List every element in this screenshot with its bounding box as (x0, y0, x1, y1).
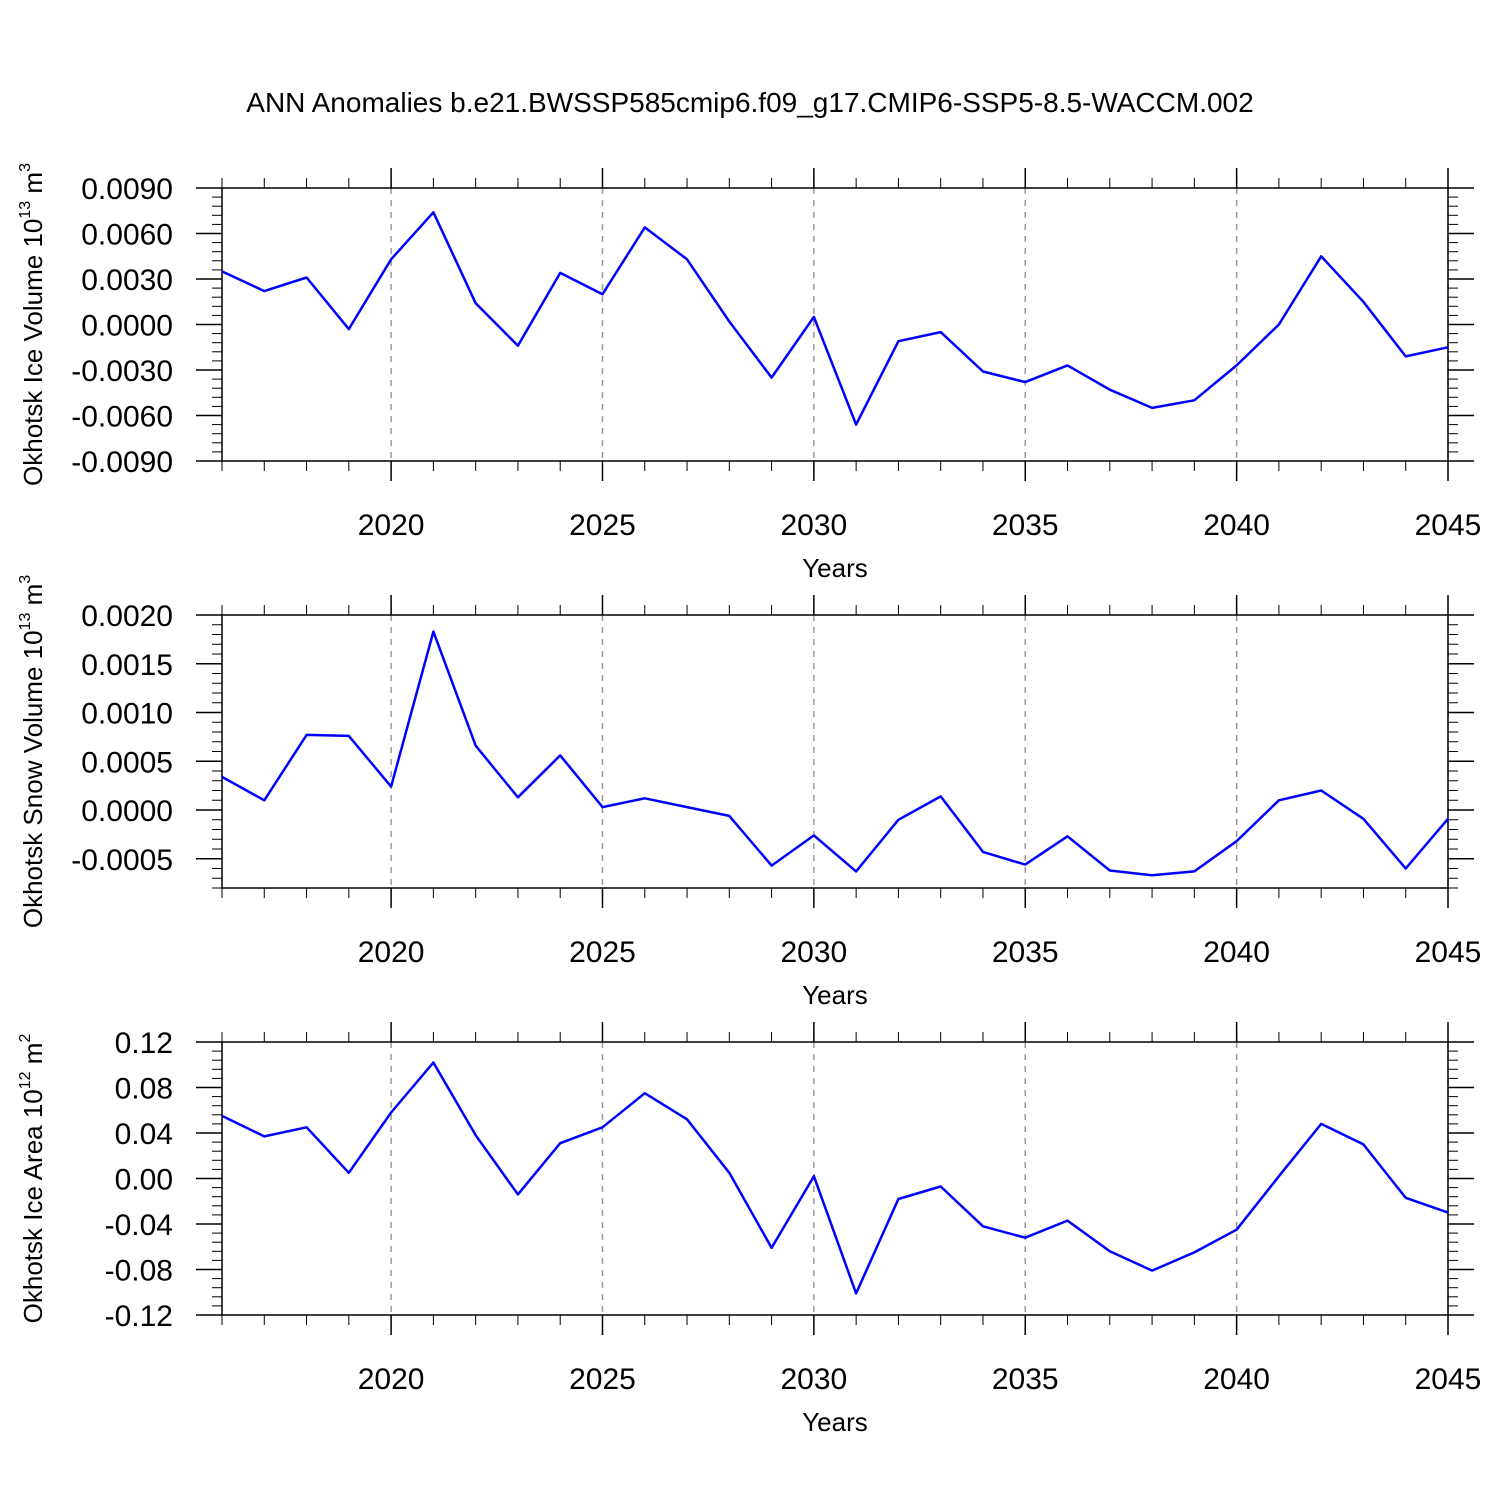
y-tick-label: 0.12 (115, 1027, 173, 1060)
x-tick-label: 2040 (1203, 936, 1270, 969)
plot-frame (221, 187, 1449, 462)
panel-2: 2020 2025 2030 2035 2040 2045 0.0020 0.0015 0.00… (17, 575, 1481, 1010)
x-tick-label: 2025 (569, 936, 636, 969)
panels: 2020 2025 2030 2035 2040 2045 0.0090 0.0060 0.00… (17, 163, 1481, 1437)
x-tick-label: 2040 (1203, 1363, 1270, 1396)
series-line (221, 211, 1449, 426)
y-tick-label: -0.0090 (71, 446, 173, 479)
x-axis-title: Years (802, 553, 868, 583)
x-tick-label: 2035 (992, 1363, 1059, 1396)
x-tick-label: 2030 (780, 509, 847, 542)
x-tick-label: 2045 (1415, 509, 1482, 542)
y-tick-label: 0.0005 (81, 746, 173, 779)
panel-3: 2020 2025 2030 2035 2040 2045 0.12 0.08 0.04 0.00… (17, 1022, 1481, 1437)
x-axis-title: Years (802, 1407, 868, 1437)
y-tick-label: 0.0000 (81, 795, 173, 828)
y-tick-label: -0.08 (105, 1255, 173, 1288)
x-tick-label: 2020 (358, 936, 425, 969)
x-tick-label: 2045 (1415, 1363, 1482, 1396)
y-tick-label: 0.04 (115, 1118, 173, 1151)
y-tick-label: 0.0030 (81, 264, 173, 297)
y-axis-title: Okhotsk Ice Volume 1013 m3 (17, 163, 48, 486)
y-tick-label: 0.0020 (81, 600, 173, 633)
y-tick-label: -0.04 (105, 1209, 173, 1242)
y-tick-label: -0.0060 (71, 401, 173, 434)
series-line (221, 630, 1449, 877)
plot-frame (221, 1041, 1449, 1316)
y-tick-label: 0.0000 (81, 310, 173, 343)
y-tick-label: 0.0010 (81, 698, 173, 731)
y-tick-label: -0.0005 (71, 844, 173, 877)
x-tick-label: 2035 (992, 936, 1059, 969)
x-tick-label: 2030 (780, 936, 847, 969)
x-tick-label: 2030 (780, 1363, 847, 1396)
x-tick-label: 2025 (569, 1363, 636, 1396)
y-tick-label: 0.0090 (81, 173, 173, 206)
x-axis-title: Years (802, 980, 868, 1010)
x-tick-label: 2045 (1415, 936, 1482, 969)
y-tick-label: -0.0030 (71, 355, 173, 388)
panel-1: 2020 2025 2030 2035 2040 2045 0.0090 0.0060 0.00… (17, 163, 1481, 583)
plot-frame (221, 614, 1449, 889)
x-tick-label: 2020 (358, 509, 425, 542)
y-axis-title: Okhotsk Snow Volume 1013 m3 (17, 575, 48, 928)
y-tick-label: 0.08 (115, 1073, 173, 1106)
x-tick-label: 2025 (569, 509, 636, 542)
x-tick-label: 2020 (358, 1363, 425, 1396)
y-tick-label: 0.0015 (81, 649, 173, 682)
series-line (221, 1061, 1449, 1295)
y-axis-title: Okhotsk Ice Area 1012 m2 (17, 1034, 48, 1324)
y-tick-label: 0.0060 (81, 219, 173, 252)
y-tick-label: 0.00 (115, 1164, 173, 1197)
x-tick-label: 2035 (992, 509, 1059, 542)
figure-title: ANN Anomalies b.e21.BWSSP585cmip6.f09_g1… (246, 87, 1253, 118)
y-tick-label: -0.12 (105, 1300, 173, 1333)
x-tick-label: 2040 (1203, 509, 1270, 542)
